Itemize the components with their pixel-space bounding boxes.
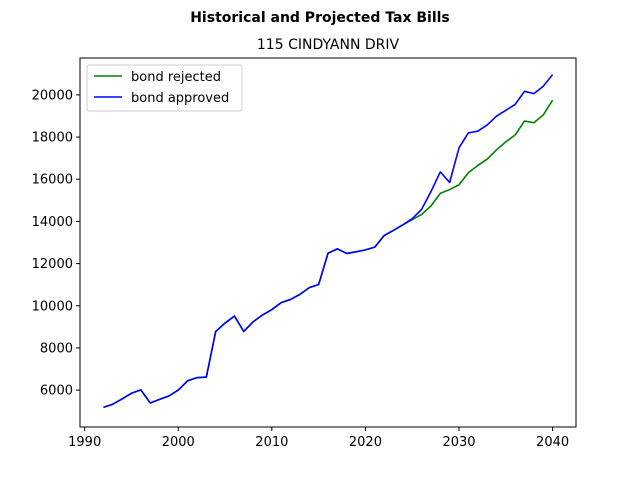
x-axis: 1990 2000 2010 2020 2030 2040 [68, 427, 569, 450]
x-tick-label: 2010 [255, 435, 288, 450]
y-tick-label: 8000 [40, 341, 73, 356]
x-tick-label: 1990 [68, 435, 101, 450]
y-tick-label: 20000 [32, 88, 73, 103]
y-tick-label: 12000 [32, 257, 73, 272]
y-tick-label: 18000 [32, 131, 73, 146]
x-tick-label: 2030 [442, 435, 475, 450]
legend-label-bond-rejected: bond rejected [131, 70, 221, 85]
plot-frame [79, 57, 577, 428]
y-tick-label: 10000 [32, 299, 73, 314]
x-tick-label: 2000 [162, 435, 195, 450]
legend-box [86, 64, 243, 112]
x-tick-label: 2040 [536, 435, 569, 450]
y-axis: 6000 8000 10000 12000 14000 16000 18000 20000 [32, 88, 80, 399]
y-tick-label: 14000 [32, 215, 73, 230]
x-tick-label: 2020 [349, 435, 382, 450]
y-tick-label: 16000 [32, 173, 73, 188]
y-tick-label: 6000 [40, 384, 73, 399]
legend: bond rejected bond approved [86, 64, 243, 112]
series-layer [103, 74, 554, 409]
legend-label-bond-approved: bond approved [131, 91, 229, 106]
chart-title: Historical and Projected Tax Bills [190, 10, 450, 26]
series-line-bond-approved [103, 74, 554, 409]
chart-subtitle: 115 CINDYANN DRIV [257, 37, 400, 53]
